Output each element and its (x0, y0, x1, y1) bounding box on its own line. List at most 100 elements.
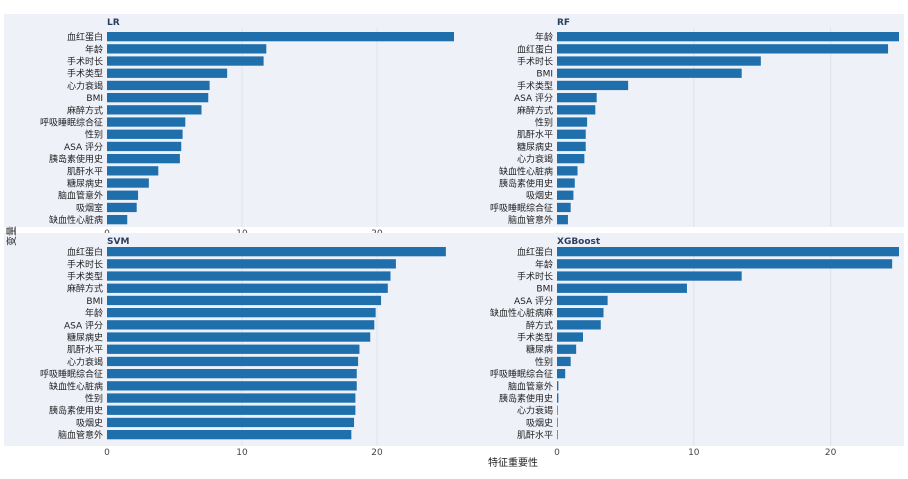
category-label: 吸烟史 (526, 190, 553, 202)
bar (557, 93, 597, 103)
bar (107, 141, 182, 152)
category-label: 肌酐水平 (517, 129, 553, 141)
bar (107, 44, 267, 54)
bar (107, 178, 149, 188)
bar (557, 332, 583, 342)
category-label: 手术时长 (517, 56, 553, 68)
bar (107, 259, 396, 269)
bar (107, 332, 371, 342)
chart-panels: LR血红蛋白年龄手术时长手术类型心力衰竭BMI麻醉方式呼吸睡眠综合征性别ASA … (4, 14, 904, 458)
bar (557, 356, 571, 367)
bar (557, 259, 893, 269)
bar (557, 247, 899, 257)
bar (557, 190, 574, 200)
panel-title: RF (557, 18, 570, 28)
category-label: 脑血管意外 (508, 380, 553, 392)
bar (107, 93, 209, 103)
bar (107, 430, 352, 440)
bar (107, 405, 356, 415)
category-label: 性别 (535, 117, 553, 129)
x-axis-label: 特征重要性 (488, 456, 538, 469)
category-label: BMI (86, 94, 103, 104)
panel-title: XGBoost (557, 237, 601, 247)
category-label: 糖尿病史 (517, 141, 553, 153)
bar (557, 295, 608, 306)
category-label: 麻醉方式 (67, 104, 103, 116)
bar (557, 417, 558, 428)
bar (107, 369, 357, 379)
bar (107, 129, 183, 139)
bar (107, 105, 202, 115)
bar (107, 344, 360, 354)
x-tick-label: 10 (236, 448, 248, 458)
bar (557, 44, 889, 54)
category-label: 糖尿病史 (67, 178, 103, 190)
category-label: ASA 评分 (64, 320, 103, 331)
bar (107, 393, 356, 403)
category-label: 心力衰竭 (517, 405, 553, 417)
x-tick-label: 10 (688, 448, 700, 458)
category-label: 血红蛋白 (517, 43, 553, 55)
bar (107, 80, 210, 91)
bar (557, 68, 742, 78)
bar (557, 105, 596, 115)
bar (557, 215, 568, 225)
panel-title: LR (107, 18, 120, 28)
x-tick-label: 0 (554, 448, 560, 458)
bar (557, 202, 571, 213)
category-label: ASA 评分 (514, 93, 553, 104)
bar (107, 32, 457, 42)
category-label: 心力衰竭 (67, 356, 103, 368)
category-label: BMI (86, 297, 103, 307)
category-label: ASA 评分 (514, 296, 553, 307)
bar (107, 117, 186, 127)
bar (557, 56, 761, 66)
x-tick-label: 20 (825, 448, 837, 458)
bar (107, 308, 376, 318)
category-label: 年龄 (535, 258, 553, 270)
bar (107, 381, 357, 391)
category-label: 吸烟史 (76, 417, 103, 429)
bar (107, 320, 375, 330)
category-label: 缺血性心脏病 (499, 165, 553, 177)
bar (107, 356, 359, 367)
category-label: 脑血管意外 (508, 214, 553, 226)
bar (557, 369, 566, 379)
category-label: 血红蛋白 (517, 246, 553, 258)
bar (107, 215, 128, 225)
category-label: 手术类型 (67, 68, 103, 80)
category-label: 缺血性心脏病 (49, 214, 103, 226)
category-label: 脑血管意外 (58, 429, 103, 441)
bar (557, 129, 586, 139)
category-label: 呼吸睡眠综合征 (490, 202, 553, 214)
category-label: 糖尿病史 (67, 332, 103, 344)
bar (557, 344, 577, 354)
category-label: 手术时长 (517, 271, 553, 283)
bar (107, 202, 137, 213)
category-label: 手术时长 (67, 258, 103, 270)
category-label: 麻醉方式 (67, 283, 103, 295)
category-label: 缺血性心脏病麻 (490, 307, 553, 319)
category-label: 年龄 (85, 43, 103, 55)
bar (107, 295, 382, 306)
category-label: 心力衰竭 (517, 153, 553, 165)
category-label: ASA 评分 (64, 142, 103, 153)
category-label: 糖尿病 (526, 344, 553, 356)
category-label: 性别 (85, 129, 103, 141)
category-label: 麻醉方式 (517, 104, 553, 116)
category-label: 肌酐水平 (67, 344, 103, 356)
bar (557, 178, 575, 188)
bar (557, 430, 558, 440)
category-label: 呼吸睡眠综合征 (40, 368, 103, 380)
bar (557, 141, 586, 152)
bar (107, 271, 391, 281)
bar (107, 190, 139, 200)
category-label: 心力衰竭 (67, 80, 103, 92)
category-label: 醉方式 (526, 319, 553, 331)
bar (107, 247, 446, 257)
category-label: 呼吸睡眠综合征 (40, 117, 103, 129)
bar (557, 166, 578, 176)
